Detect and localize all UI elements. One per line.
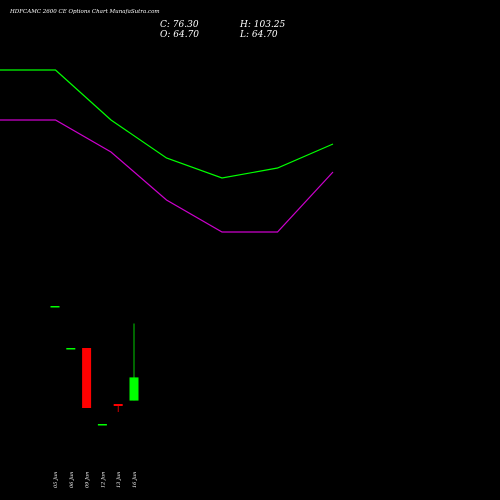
candle-12-jun (97, 424, 107, 426)
high-value: H: 103.25 (240, 20, 286, 30)
candle-body (50, 306, 60, 308)
candle-16-jun (129, 323, 139, 401)
candle-09-jun (82, 348, 92, 408)
x-tick-label: 13 Jun (116, 472, 122, 488)
x-tick-label: 05 Jun (53, 472, 59, 488)
candle-body (82, 348, 92, 408)
close-value: C: 76.30 (160, 20, 199, 30)
candle-body (129, 377, 139, 401)
candle-body (66, 348, 76, 350)
x-tick-label: 16 Jun (132, 472, 138, 488)
open-value: O: 64.70 (160, 30, 200, 40)
x-tick-label: 09 Jun (85, 472, 91, 488)
candle-13-jun (113, 404, 123, 412)
candle-05-jun (50, 306, 60, 308)
x-tick-label: 06 Jun (69, 472, 75, 488)
indicator-lines (0, 69, 334, 233)
candle-body (113, 404, 123, 406)
candle-body (97, 424, 107, 426)
x-axis-ticks: 05 Jun 06 Jun 09 Jun 12 Jun 13 Jun 16 Jun (53, 472, 138, 488)
chart-title: HDFCAMC 2600 CE Options Chart MunafaSutr… (10, 9, 160, 15)
candles (50, 306, 139, 426)
indicator-line-2 (0, 119, 334, 233)
candle-06-jun (66, 348, 76, 350)
indicator-line-1 (0, 69, 334, 179)
x-tick-label: 12 Jun (100, 472, 106, 488)
low-value: L: 64.70 (240, 30, 278, 40)
